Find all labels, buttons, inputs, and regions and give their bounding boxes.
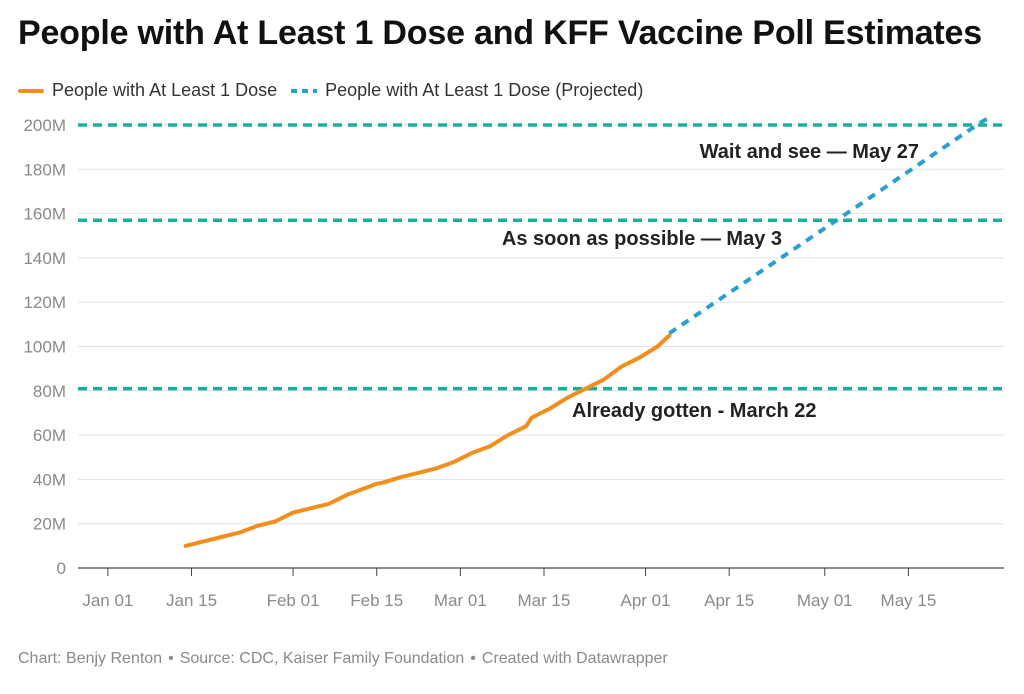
grid-layer [78,124,1004,569]
y-tick-label: 160M [23,205,66,224]
footer-separator: • [470,650,476,667]
annotation-wait-and-see: Wait and see — May 27 [700,141,919,163]
x-tick-label: Apr 15 [704,591,754,610]
y-tick-label: 180M [23,160,66,179]
legend-item-projected: People with At Least 1 Dose (Projected) [291,80,643,101]
footer-source: Source: CDC, Kaiser Family Foundation [179,650,465,667]
y-tick-label: 60M [33,426,66,445]
legend-label-actual: People with At Least 1 Dose [52,80,278,100]
x-tick-label: Feb 01 [267,591,320,610]
annotation-layer: Wait and see — May 27 As soon as possible… [502,141,919,422]
y-tick-label: 200M [23,116,66,135]
footer-separator: • [168,650,174,667]
series-line-actual [183,333,672,548]
footer: Chart: Benjy Renton • Source: CDC, Kaiser … [18,650,668,668]
x-tick-label: Mar 15 [518,591,571,610]
footer-tool: Created with Datawrapper [481,650,668,667]
y-tick-label: 100M [23,338,66,357]
x-tick-label: Feb 15 [350,591,403,610]
annotation-as-soon-as-possible: As soon as possible — May 3 [502,228,782,250]
series-layer [183,114,994,548]
chart-title: People with At Least 1 Dose and KFF Vacc… [18,14,982,52]
x-tick-label: Jan 01 [82,591,133,610]
axis-layer: 0 20M 40M 60M 80M 100M 120M 140M 160M 180M 200M Jan… [23,116,936,610]
y-tick-label: 0 [57,559,66,578]
legend-item-actual: People with At Least 1 Dose [18,80,277,101]
legend-swatch-projected [291,88,318,93]
y-tick-label: 140M [23,249,66,268]
x-tick-label: May 15 [881,591,937,610]
reference-lines-layer [78,123,1004,391]
legend: People with At Least 1 Dose People with … [18,80,657,101]
y-tick-label: 40M [33,470,66,489]
legend-label-projected: People with At Least 1 Dose (Projected) [325,80,644,100]
x-tick-label: Apr 01 [621,591,671,610]
legend-swatch-actual [18,88,44,93]
x-tick-label: May 01 [797,591,853,610]
annotation-already-gotten: Already gotten - March 22 [572,400,817,422]
y-tick-label: 80M [33,382,66,401]
x-tick-label: Jan 15 [166,591,217,610]
y-tick-label: 20M [33,515,66,534]
y-tick-label: 120M [23,293,66,312]
footer-author: Chart: Benjy Renton [18,650,163,667]
x-tick-label: Mar 01 [434,591,487,610]
series-line-projected [668,114,994,335]
